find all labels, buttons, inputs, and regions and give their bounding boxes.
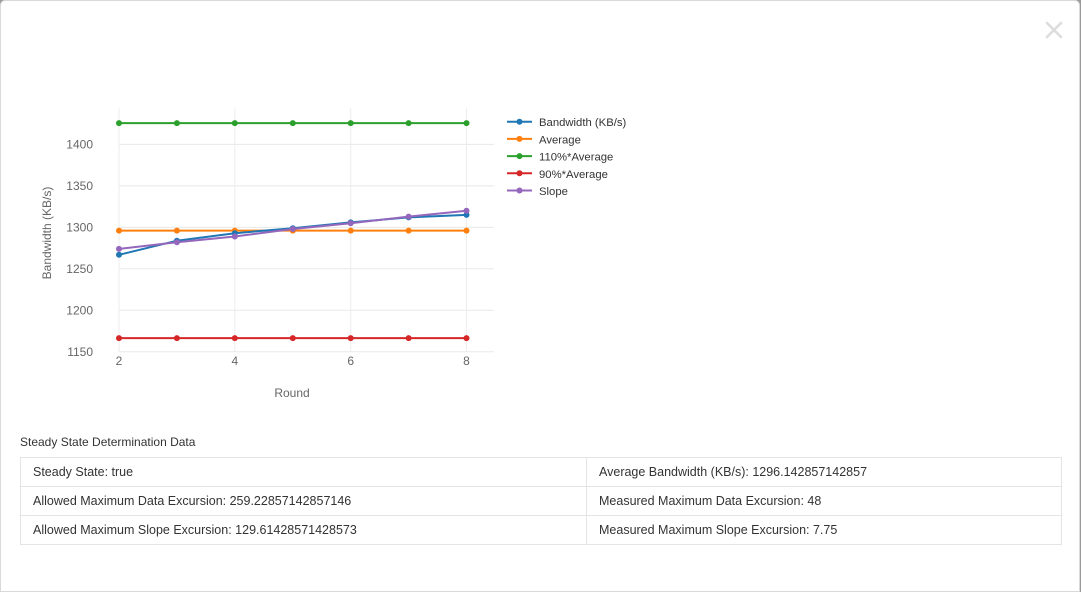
svg-text:1150: 1150	[67, 345, 93, 359]
svg-text:1300: 1300	[66, 220, 93, 234]
svg-text:1350: 1350	[66, 179, 93, 193]
svg-text:110%*Average: 110%*Average	[539, 152, 613, 164]
svg-text:Average: Average	[539, 134, 581, 146]
svg-text:Slope: Slope	[539, 186, 568, 198]
svg-text:1400: 1400	[66, 137, 93, 151]
svg-text:1200: 1200	[66, 303, 93, 317]
svg-text:Bandwidth (KB/s): Bandwidth (KB/s)	[539, 117, 627, 129]
svg-text:Bandwidth (KB/s): Bandwidth (KB/s)	[40, 187, 54, 280]
svg-text:Round: Round	[274, 386, 309, 400]
svg-text:2: 2	[116, 354, 123, 368]
svg-text:90%*Average: 90%*Average	[539, 169, 608, 181]
svg-text:4: 4	[231, 354, 238, 368]
svg-text:1250: 1250	[66, 262, 93, 276]
svg-text:8: 8	[463, 354, 470, 368]
svg-text:6: 6	[347, 354, 354, 368]
